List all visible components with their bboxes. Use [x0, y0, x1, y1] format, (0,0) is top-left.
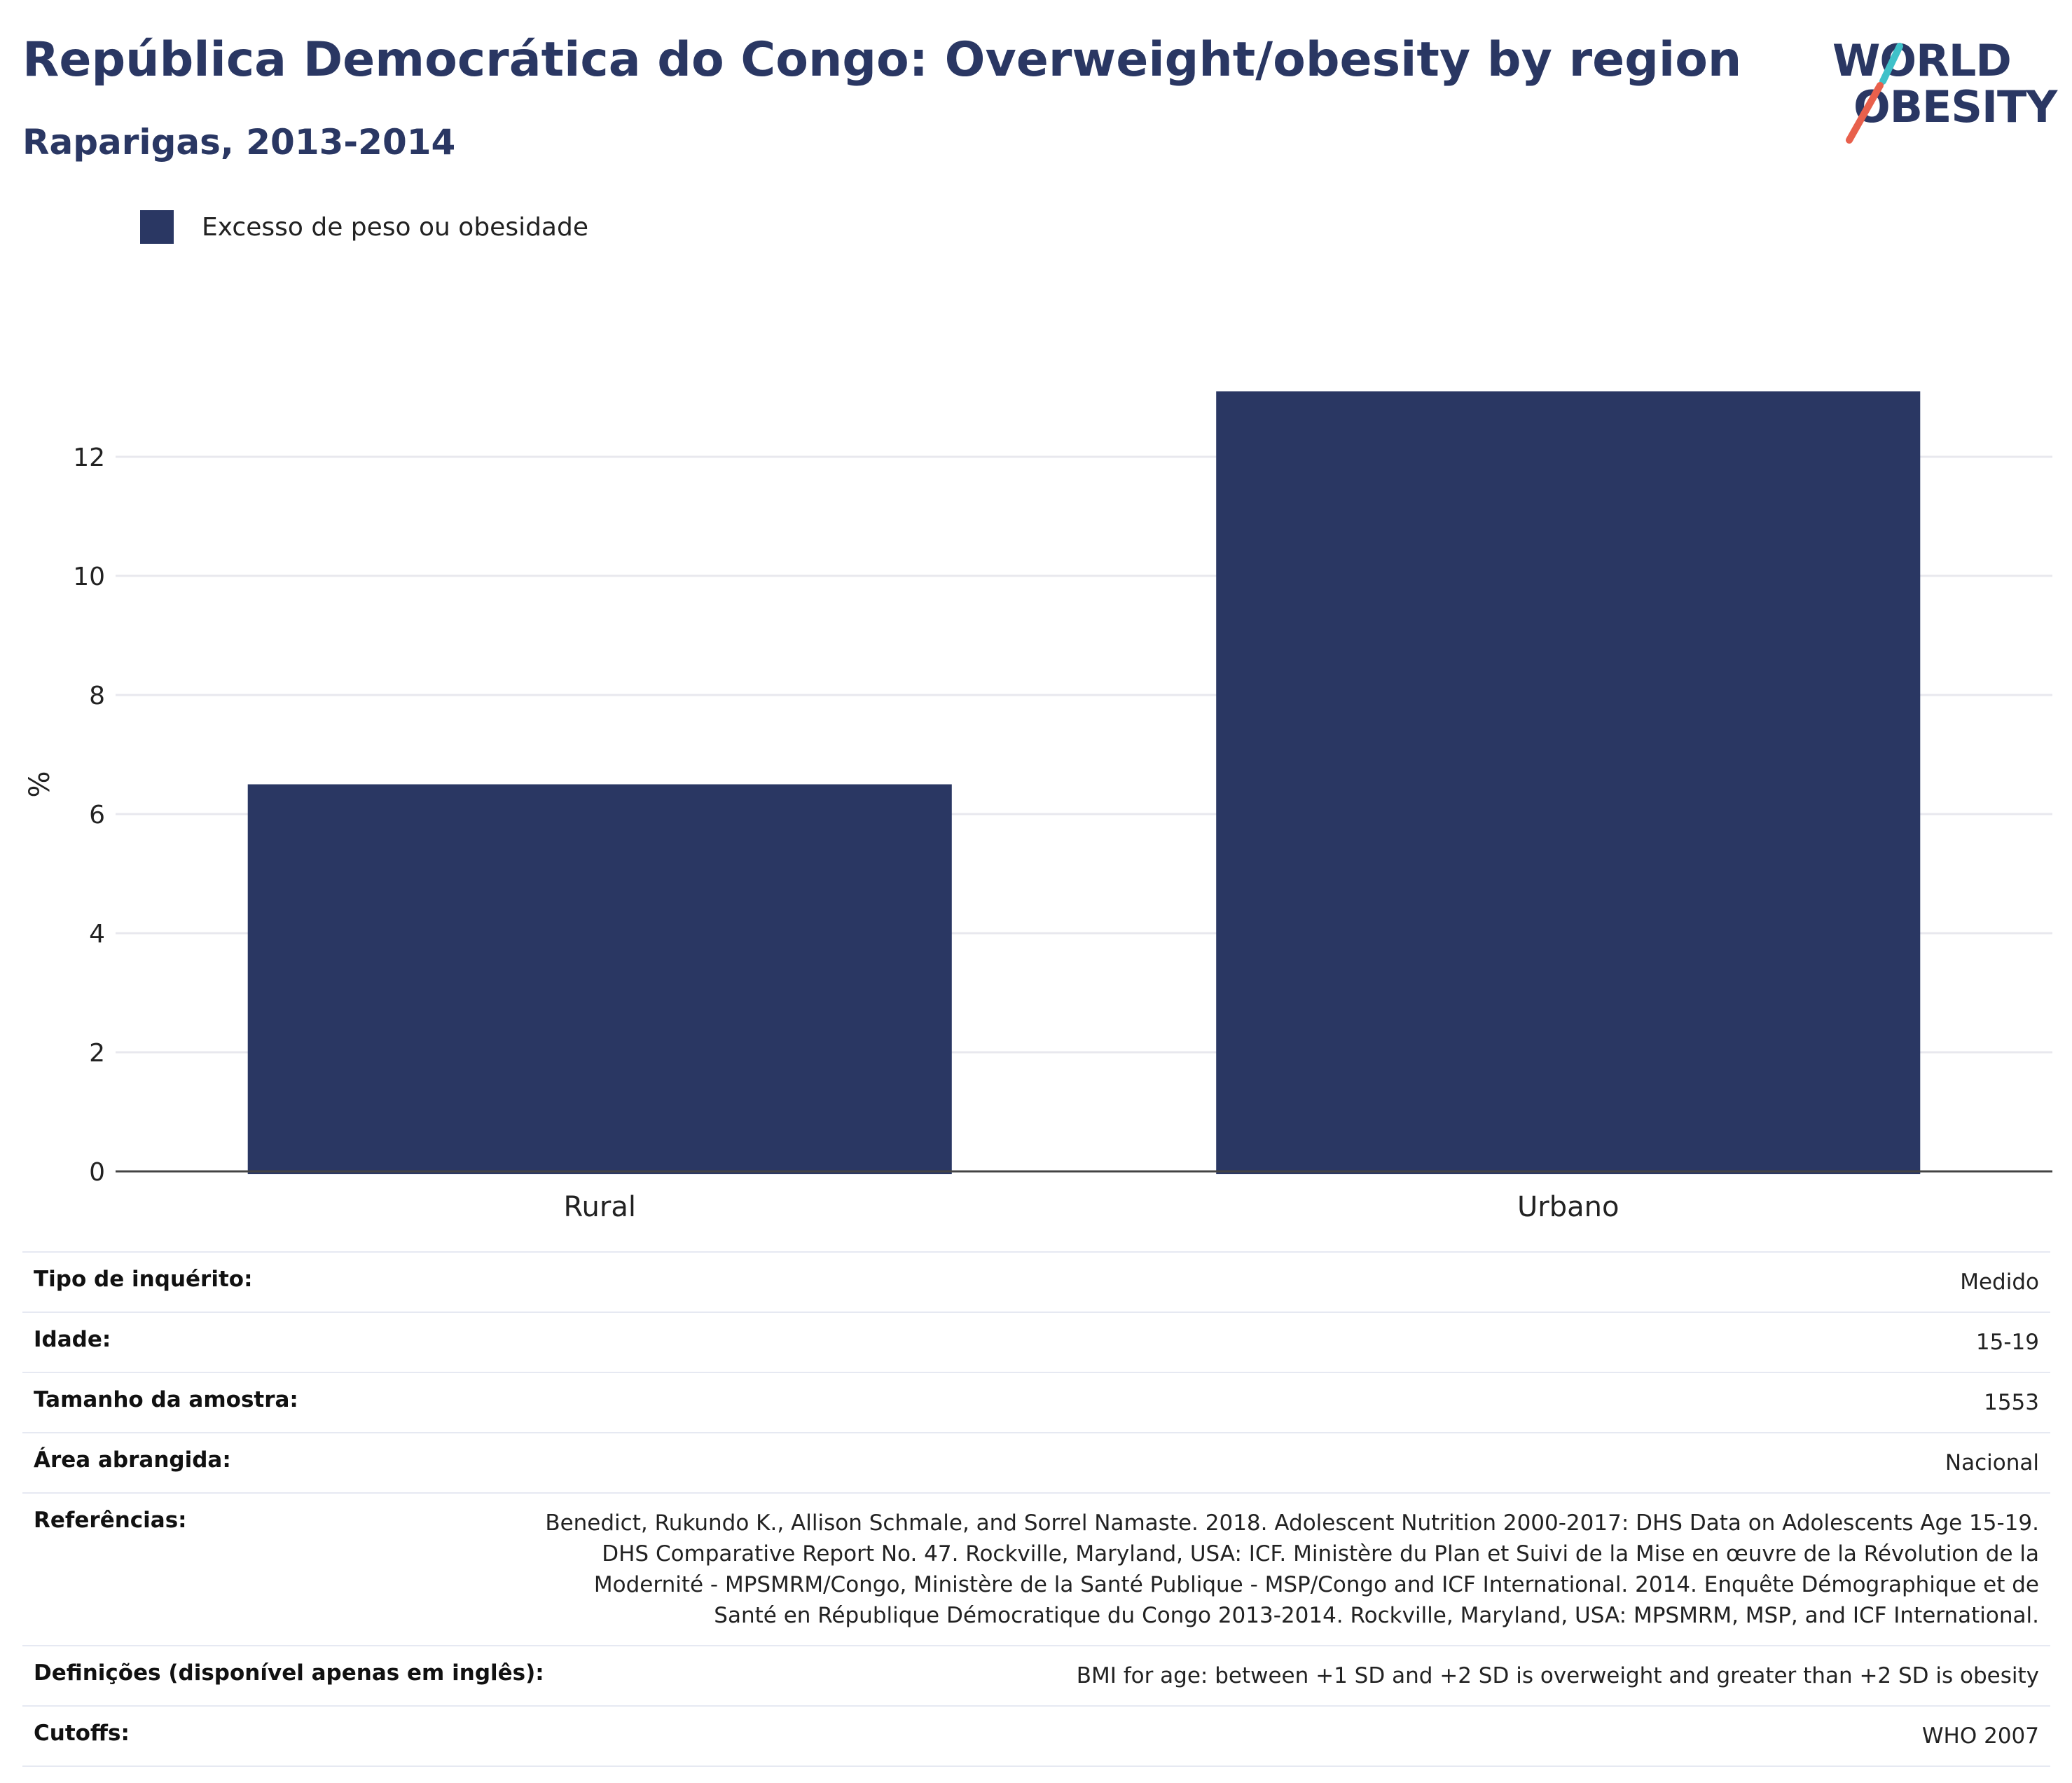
info-row: Tamanho da amostra: 1553 — [22, 1372, 2050, 1432]
info-key: Cutoffs: — [34, 1721, 130, 1746]
info-row: Tipo de inquérito: Medido — [22, 1251, 2050, 1312]
bar-rural — [247, 784, 952, 1174]
legend-swatch — [140, 210, 174, 244]
world-obesity-logo[interactable]: WORLD OBESITY — [1821, 21, 2059, 147]
logo-word-obesity: OBESITY — [1853, 81, 2057, 132]
y-tick-label: 10 — [73, 563, 105, 591]
info-value: WHO 2007 — [1921, 1723, 2039, 1749]
info-value: BMI for age: between +1 SD and +2 SD is … — [1076, 1663, 2039, 1688]
y-tick-label: 6 — [89, 801, 105, 829]
info-value: 1553 — [1984, 1390, 2039, 1415]
info-key: Tipo de inquérito: — [34, 1267, 253, 1292]
y-tick-label: 0 — [89, 1158, 105, 1187]
info-row: Área abrangida: Nacional — [22, 1432, 2050, 1492]
info-row: Cutoffs: WHO 2007 — [22, 1705, 2050, 1767]
info-key: Idade: — [34, 1327, 111, 1352]
info-row: Referências: Benedict, Rukundo K., Alliso… — [22, 1492, 2050, 1645]
bar-urbano — [1216, 391, 1921, 1174]
info-value: Medido — [1960, 1269, 2039, 1295]
y-tick-label: 12 — [73, 443, 105, 472]
chart-legend[interactable]: Excesso de peso ou obesidade — [140, 210, 588, 244]
y-tick-label: 8 — [89, 682, 105, 710]
info-key: Referências: — [34, 1508, 187, 1533]
x-tick-label: Urbano — [1517, 1191, 1619, 1219]
survey-info-table: Tipo de inquérito: Medido Idade: 15-19 Taman… — [22, 1251, 2050, 1767]
info-value: Nacional — [1945, 1450, 2039, 1475]
info-row: Definições (disponível apenas em inglês)… — [22, 1645, 2050, 1705]
info-key: Tamanho da amostra: — [34, 1387, 298, 1412]
chart-title: República Democrática do Congo: Overweig… — [22, 32, 1742, 88]
y-axis-label: % — [24, 771, 56, 797]
y-tick-label: 2 — [89, 1039, 105, 1068]
info-value: Benedict, Rukundo K., Allison Schmale, a… — [545, 1510, 2039, 1628]
x-tick-label: Rural — [564, 1191, 636, 1219]
y-tick-label: 4 — [89, 920, 105, 949]
logo-word-world: WORLD — [1832, 35, 2012, 86]
chart-subtitle: Raparigas, 2013-2014 — [22, 122, 456, 163]
info-key: Área abrangida: — [34, 1447, 231, 1473]
legend-label: Excesso de peso ou obesidade — [202, 212, 588, 242]
info-value: 15-19 — [1975, 1330, 2039, 1355]
bar-chart: 0 2 4 6 8 10 12% Rural Urbano — [24, 391, 2052, 1219]
info-row: Idade: 15-19 — [22, 1312, 2050, 1372]
logo-slash-icon — [1846, 43, 1903, 144]
info-key: Definições (disponível apenas em inglês)… — [34, 1660, 544, 1686]
